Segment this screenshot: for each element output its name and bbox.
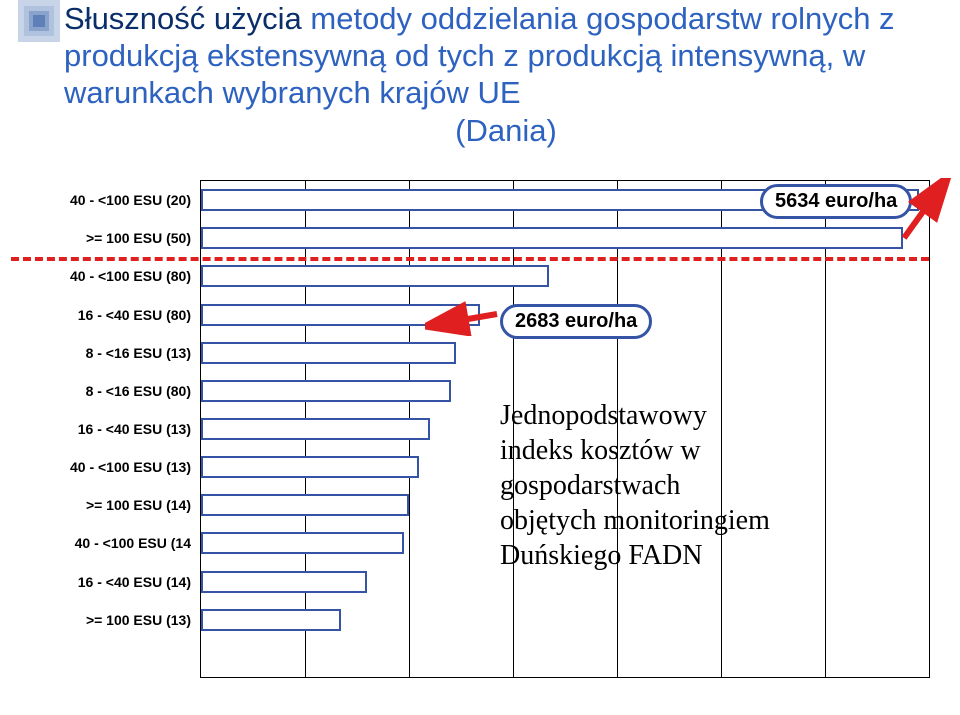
callout-top: 5634 euro/ha: [760, 184, 912, 219]
title-paren: (Dania): [64, 112, 948, 149]
chart-category-label: 8 - <16 ESU (13): [1, 334, 191, 372]
chart-bar: [201, 380, 451, 402]
chart-category-label: 16 - <40 ESU (13): [1, 410, 191, 448]
chart-category-label: >= 100 ESU (13): [1, 601, 191, 639]
chart-category-label: 40 - <100 ESU (20): [1, 181, 191, 219]
side-text-l4: objętych monitoringiem: [500, 503, 770, 538]
side-text-l3: gospodarstwach: [500, 468, 770, 503]
callout-middle-text: 2683 euro/ha: [515, 310, 637, 332]
arrow-left: [425, 300, 503, 336]
chart-category-label: 8 - <16 ESU (80): [1, 372, 191, 410]
chart-bar: [201, 265, 549, 287]
callout-top-text: 5634 euro/ha: [775, 190, 897, 212]
chart-bar: [201, 571, 367, 593]
chart-row: 40 - <100 ESU (80): [201, 257, 929, 295]
chart-bar: [201, 227, 903, 249]
arrow-up-right: [896, 178, 954, 246]
chart-bar: [201, 532, 404, 554]
chart-bar: [201, 342, 456, 364]
chart-category-label: 16 - <40 ESU (14): [1, 563, 191, 601]
chart-category-label: >= 100 ESU (50): [1, 219, 191, 257]
chart-row: >= 100 ESU (50): [201, 219, 929, 257]
chart-bar: [201, 418, 430, 440]
side-text-l2: indeks kosztów w: [500, 433, 770, 468]
chart-category-label: 40 - <100 ESU (14: [1, 524, 191, 562]
chart-dashed-split: [11, 257, 929, 261]
side-text-l1: Jednopodstawowy: [500, 398, 770, 433]
chart-category-label: 16 - <40 ESU (80): [1, 296, 191, 334]
chart-bar: [201, 456, 419, 478]
page-title: Słuszność użycia metody oddzielania gosp…: [64, 0, 948, 149]
chart-row: 8 - <16 ESU (13): [201, 334, 929, 372]
chart-category-label: 40 - <100 ESU (80): [1, 257, 191, 295]
chart-row: >= 100 ESU (13): [201, 601, 929, 639]
side-text-block: Jednopodstawowy indeks kosztów w gospoda…: [500, 398, 770, 573]
chart-bar: [201, 494, 409, 516]
callout-middle: 2683 euro/ha: [500, 304, 652, 339]
side-text-l5: Duńskiego FADN: [500, 538, 770, 573]
chart-category-label: 40 - <100 ESU (13): [1, 448, 191, 486]
chart-category-label: >= 100 ESU (14): [1, 486, 191, 524]
chart-bar: [201, 609, 341, 631]
title-strong: Słuszność użycia: [64, 1, 302, 36]
